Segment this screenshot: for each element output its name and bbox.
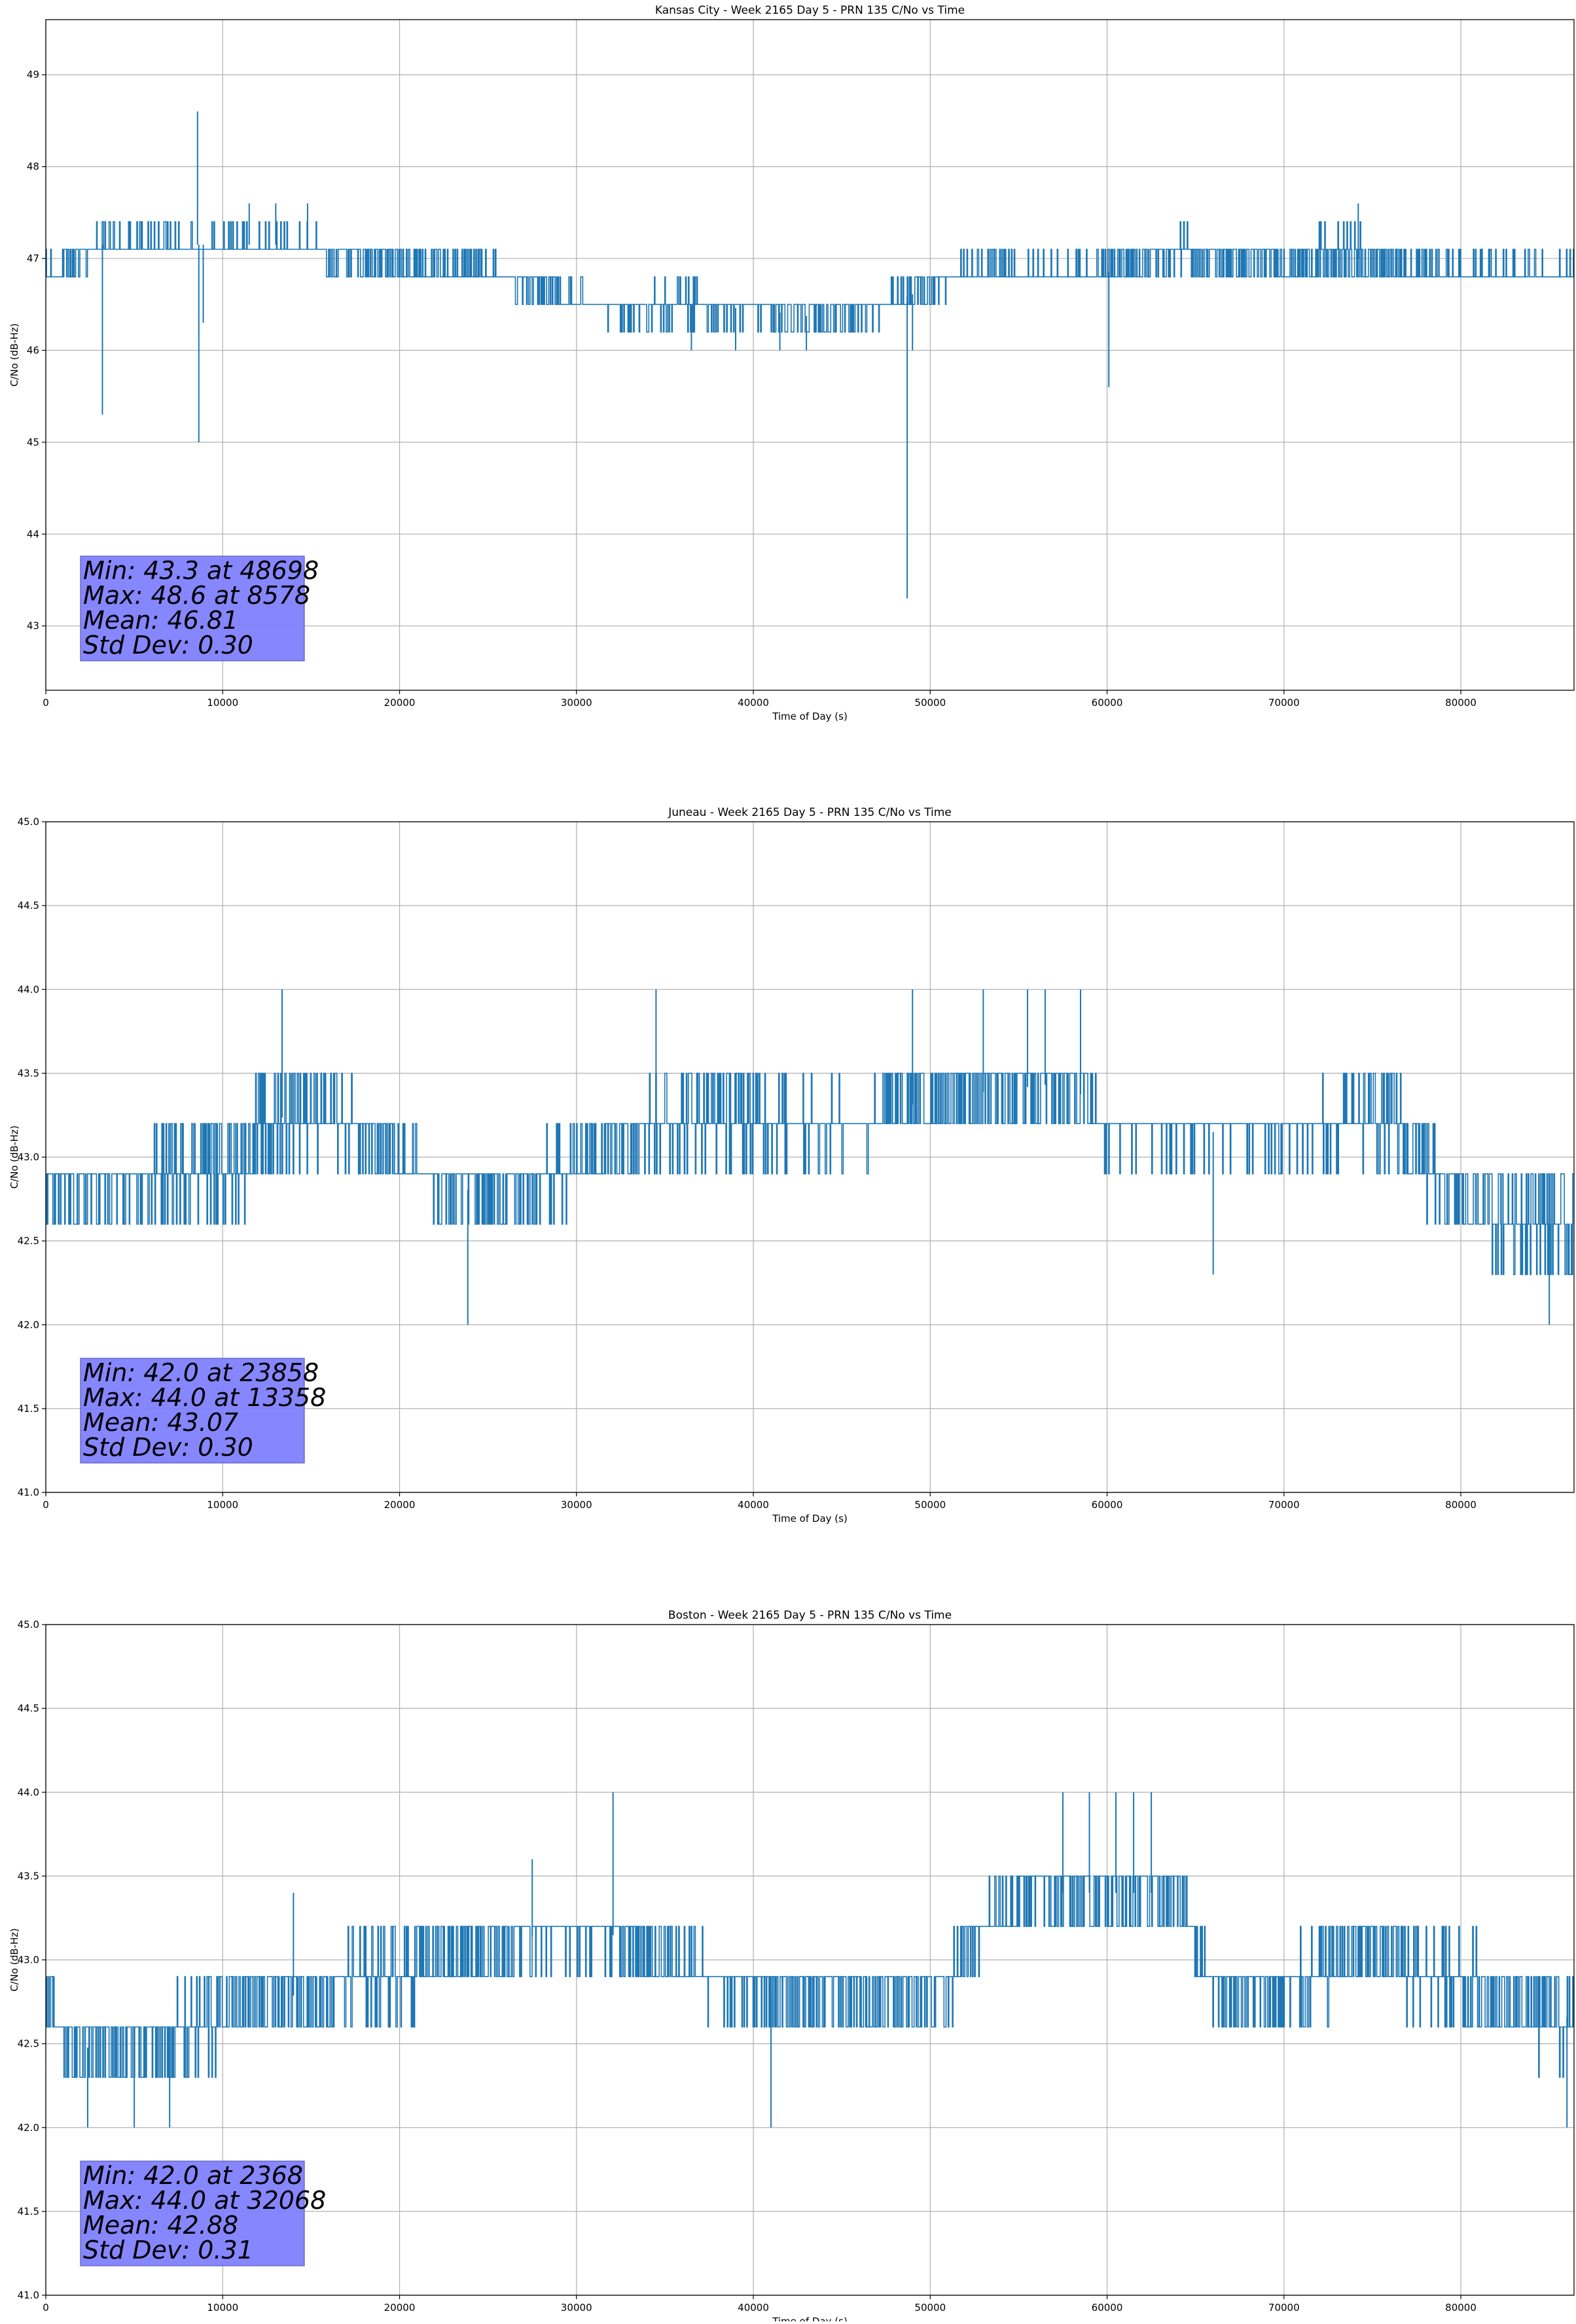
kansas-city-y-tick-label-4: 47 <box>27 253 39 264</box>
kansas-city-y-tick-label-6: 49 <box>27 69 39 80</box>
boston-y-tick-label-5: 43.5 <box>18 1870 39 1882</box>
juneau-title: Juneau - Week 2165 Day 5 - PRN 135 C/No … <box>668 806 952 819</box>
kansas-city-series-line <box>46 221 1574 333</box>
boston-y-tick-label-2: 42.0 <box>18 2122 39 2134</box>
juneau-stats-line-3: Std Dev: 0.30 <box>83 1433 253 1462</box>
juneau-y-tick-label-1: 41.5 <box>18 1403 39 1415</box>
kansas-city-x-tick-label-8: 80000 <box>1445 697 1477 709</box>
kansas-city-x-tick-label-5: 50000 <box>914 697 946 709</box>
kansas-city-axes-frame <box>45 19 1575 691</box>
boston-x-tick-label-0: 0 <box>43 2302 49 2314</box>
kansas-city-y-tick-label-5: 48 <box>27 161 39 173</box>
kansas-city-x-tick-label-4: 40000 <box>738 697 769 709</box>
kansas-city-x-tick-label-3: 30000 <box>561 697 592 709</box>
juneau-y-tick-label-3: 42.5 <box>18 1235 39 1247</box>
juneau-x-tick-label-6: 60000 <box>1092 1499 1123 1511</box>
juneau-x-tick-label-5: 50000 <box>914 1499 946 1511</box>
boston-y-tick-label-1: 41.5 <box>18 2206 39 2217</box>
juneau-x-tick-label-0: 0 <box>43 1499 49 1511</box>
kansas-city-y-axis-label: C/No (dB-Hz) <box>9 323 20 387</box>
juneau-x-axis-label: Time of Day (s) <box>772 1513 848 1524</box>
kansas-city-y-tick-label-0: 43 <box>27 620 39 632</box>
kansas-city-x-tick-label-2: 20000 <box>384 697 416 709</box>
boston-stats-line-3: Std Dev: 0.31 <box>83 2236 253 2264</box>
boston-y-tick-label-7: 44.5 <box>18 1702 39 1714</box>
juneau-y-tick-label-5: 43.5 <box>18 1067 39 1079</box>
juneau-y-tick-label-7: 44.5 <box>18 900 39 911</box>
juneau-x-tick-label-7: 70000 <box>1268 1499 1300 1511</box>
boston-x-tick-label-6: 60000 <box>1092 2302 1123 2314</box>
juneau-chart: Juneau - Week 2165 Day 5 - PRN 135 C/No … <box>9 806 1575 1524</box>
juneau-y-tick-label-6: 44.0 <box>18 983 39 995</box>
boston-x-tick-label-3: 30000 <box>561 2302 592 2314</box>
juneau-stats-box-bg <box>80 1358 305 1464</box>
kansas-city-y-tick-label-3: 46 <box>27 344 39 356</box>
boston-y-tick-label-6: 44.0 <box>18 1786 39 1798</box>
boston-x-axis-label: Time of Day (s) <box>772 2315 848 2321</box>
boston-title: Boston - Week 2165 Day 5 - PRN 135 C/No … <box>668 1609 952 1622</box>
boston-x-tick-label-5: 50000 <box>914 2302 946 2314</box>
boston-x-tick-label-2: 20000 <box>384 2302 416 2314</box>
kansas-city-x-tick-label-1: 10000 <box>207 697 238 709</box>
kansas-city-chart: Kansas City - Week 2165 Day 5 - PRN 135 … <box>9 4 1575 722</box>
kansas-city-x-tick-label-7: 70000 <box>1268 697 1300 709</box>
boston-y-tick-label-4: 43.0 <box>18 1954 39 1966</box>
juneau-y-tick-label-0: 41.0 <box>18 1487 39 1498</box>
boston-y-axis-label: C/No (dB-Hz) <box>9 1928 20 1992</box>
juneau-stats-line-2: Mean: 43.07 <box>83 1408 238 1437</box>
juneau-y-axis-label: C/No (dB-Hz) <box>9 1125 20 1189</box>
kansas-city-x-axis-label: Time of Day (s) <box>772 711 848 722</box>
juneau-stats-line-1: Max: 44.0 at 13358 <box>83 1383 326 1412</box>
juneau-x-ticks: 0 10000 20000 30000 40000 50000 60000 70000 8000… <box>43 1492 1477 1511</box>
juneau-y-ticks: 41.0 41.5 42.0 42.5 43.0 43.5 44.0 44.5 45.0 <box>18 816 46 1498</box>
boston-x-tick-label-1: 10000 <box>207 2302 238 2314</box>
kansas-city-x-tick-label-6: 60000 <box>1092 697 1123 709</box>
boston-chart: Boston - Week 2165 Day 5 - PRN 135 C/No … <box>9 1609 1575 2324</box>
boston-stats-line-0: Min: 42.0 at 2368 <box>83 2161 303 2190</box>
boston-y-tick-label-3: 42.5 <box>18 2038 39 2050</box>
kansas-city-stats-box-bg <box>80 555 305 661</box>
boston-spikes <box>86 1792 1568 2128</box>
kansas-city-title: Kansas City - Week 2165 Day 5 - PRN 135 … <box>655 4 965 17</box>
juneau-x-tick-label-8: 80000 <box>1445 1499 1477 1511</box>
boston-stats-line-1: Max: 44.0 at 32068 <box>83 2186 326 2215</box>
juneau-spikes <box>281 989 1550 1325</box>
boston-series-line <box>46 1875 1574 2078</box>
juneau-x-tick-label-4: 40000 <box>738 1499 769 1511</box>
boston-x-tick-label-8: 80000 <box>1445 2302 1477 2314</box>
juneau-x-tick-label-2: 20000 <box>384 1499 416 1511</box>
kansas-city-spikes <box>101 111 1359 599</box>
kansas-city-y-ticks: 43 44 45 46 47 48 49 <box>27 69 46 632</box>
juneau-x-tick-label-3: 30000 <box>561 1499 592 1511</box>
kansas-city-stats-line-1: Max: 48.6 at 8578 <box>83 581 310 610</box>
boston-stats-box-bg <box>80 2160 305 2266</box>
boston-x-tick-label-7: 70000 <box>1268 2302 1300 2314</box>
kansas-city-stats-line-2: Mean: 46.81 <box>83 606 238 635</box>
kansas-city-stats-line-0: Min: 43.3 at 48698 <box>83 556 319 585</box>
kansas-city-y-tick-label-1: 44 <box>27 528 39 540</box>
kansas-city-x-tick-label-0: 0 <box>43 697 49 709</box>
juneau-y-tick-label-8: 45.0 <box>18 816 39 828</box>
juneau-stats-line-0: Min: 42.0 at 23858 <box>83 1358 319 1387</box>
boston-y-tick-label-8: 45.0 <box>18 1619 39 1630</box>
juneau-x-tick-label-1: 10000 <box>207 1499 238 1511</box>
boston-y-tick-label-0: 41.0 <box>18 2289 39 2301</box>
juneau-series-line <box>46 1072 1574 1275</box>
juneau-y-tick-label-4: 43.0 <box>18 1152 39 1163</box>
boston-x-tick-label-4: 40000 <box>738 2302 769 2314</box>
boston-x-ticks: 0 10000 20000 30000 40000 50000 60000 70000 8000… <box>43 2295 1477 2314</box>
juneau-y-tick-label-2: 42.0 <box>18 1319 39 1331</box>
boston-y-ticks: 41.0 41.5 42.0 42.5 43.0 43.5 44.0 44.5 45.0 <box>18 1619 46 2301</box>
boston-stats-line-2: Mean: 42.88 <box>83 2211 238 2240</box>
kansas-city-y-tick-label-2: 45 <box>27 436 39 448</box>
kansas-city-x-ticks: 0 10000 20000 30000 40000 50000 60000 70000 8000… <box>43 690 1477 709</box>
kansas-city-stats-line-3: Std Dev: 0.30 <box>83 631 253 660</box>
